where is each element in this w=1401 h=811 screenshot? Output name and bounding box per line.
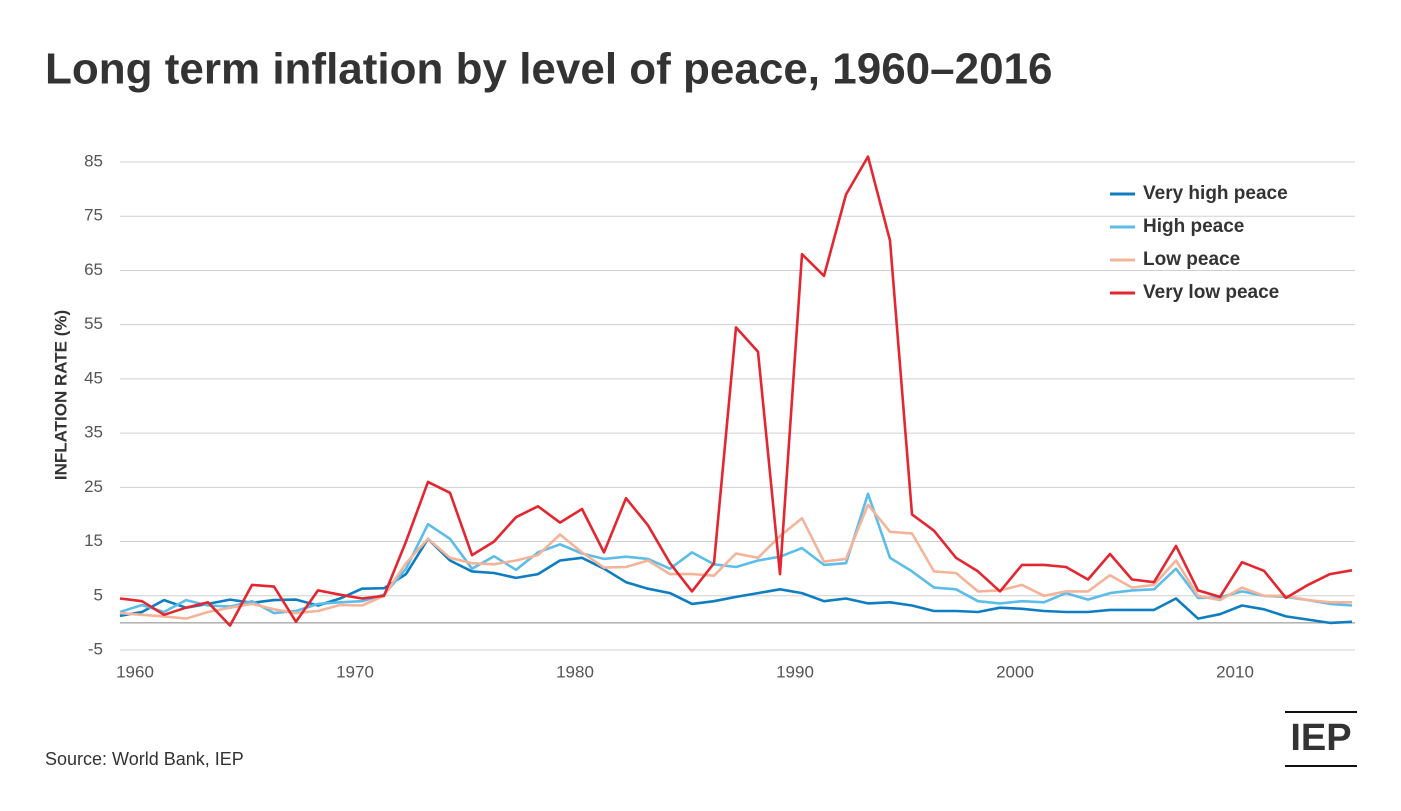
legend-label: Very high peace — [1143, 183, 1288, 204]
y-tick-label: -5 — [88, 639, 103, 658]
source: Source: World Bank, IEP — [45, 749, 244, 769]
x-tick-label: 1970 — [336, 662, 374, 681]
x-tick-label: 2000 — [996, 662, 1034, 681]
x-tick-label: 1990 — [776, 662, 814, 681]
chart-title: Long term inflation by level of peace, 1… — [45, 45, 1053, 94]
series-line — [119, 503, 1352, 620]
x-tick-label: 1960 — [116, 662, 154, 681]
y-tick-label: 35 — [84, 423, 103, 442]
legend-label: Very low peace — [1143, 282, 1279, 303]
y-tick-label: 65 — [84, 260, 103, 279]
y-tick-label: 15 — [84, 531, 103, 550]
legend-label: Low peace — [1143, 249, 1240, 270]
y-tick-label: 25 — [84, 477, 103, 496]
legend-label: High peace — [1143, 216, 1244, 237]
x-tick-label: 1980 — [556, 662, 594, 681]
y-tick-label: 85 — [84, 151, 103, 170]
y-axis-label: INFLATION RATE (%) — [51, 310, 70, 480]
x-tick-label: 2010 — [1216, 662, 1254, 681]
series-line — [119, 155, 1353, 627]
logo: IEP — [1290, 717, 1351, 759]
y-tick-label: 75 — [84, 206, 103, 225]
y-tick-label: 5 — [94, 585, 103, 604]
series-line — [119, 492, 1353, 615]
y-tick-label: 45 — [84, 368, 103, 387]
y-tick-label: 55 — [84, 314, 103, 333]
